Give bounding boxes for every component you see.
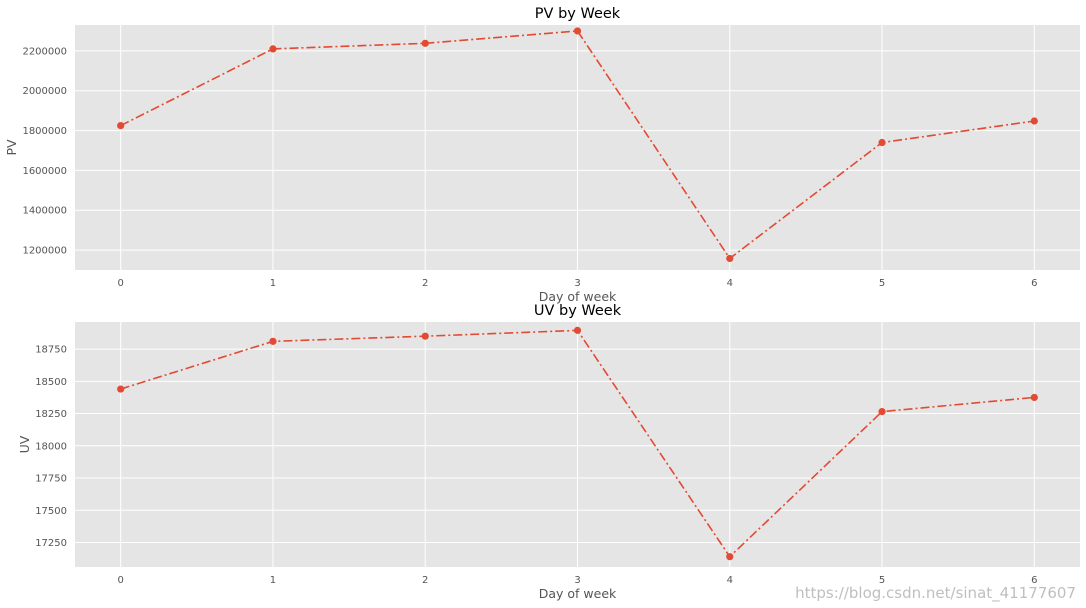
watermark-text: https://blog.csdn.net/sinat_41177607 — [795, 584, 1076, 602]
uv-data-point — [878, 408, 886, 416]
pv-x-tick-label: 4 — [727, 278, 733, 289]
pv-x-tick-label: 6 — [1031, 278, 1037, 289]
uv-data-point — [726, 553, 734, 561]
pv-y-tick-label: 2000000 — [22, 86, 67, 97]
uv-y-tick-label: 17750 — [35, 474, 67, 485]
pv-y-tick-label: 1200000 — [22, 246, 67, 257]
pv-y-axis-label: PV — [4, 139, 19, 156]
pv-data-point — [117, 121, 125, 130]
uv-x-tick-label: 1 — [270, 575, 276, 586]
uv-x-tick-label: 3 — [574, 575, 580, 586]
uv-y-tick-label: 18250 — [35, 409, 67, 420]
pv-x-tick-label: 2 — [422, 278, 428, 289]
uv-y-tick-label: 18500 — [35, 377, 67, 388]
uv-data-point — [269, 337, 277, 345]
pv-x-tick-label: 5 — [879, 278, 885, 289]
uv-y-tick-label: 17250 — [35, 538, 67, 549]
uv-chart-title: UV by Week — [534, 303, 622, 319]
pv-chart-panel: 0 1 2 3 4 5 6 1200000 1400000 1600000 1800000 20000… — [4, 6, 1080, 304]
pv-y-tick-label: 1800000 — [22, 126, 67, 137]
pv-x-axis-label: Day of week — [539, 289, 617, 304]
uv-x-tick-label: 2 — [422, 575, 428, 586]
uv-x-tick-label: 5 — [879, 575, 885, 586]
uv-x-tick-label: 6 — [1031, 575, 1037, 586]
pv-data-point — [726, 254, 734, 263]
pv-data-point — [1030, 117, 1038, 125]
pv-x-tick-label: 0 — [117, 278, 123, 289]
pv-x-tick-label: 3 — [574, 278, 580, 289]
uv-y-tick-label: 17500 — [35, 506, 67, 517]
uv-y-tick-label: 18750 — [35, 345, 67, 356]
uv-data-point — [117, 385, 125, 393]
pv-data-point — [421, 39, 429, 47]
pv-chart-title: PV by Week — [535, 6, 621, 22]
uv-data-point — [1030, 393, 1038, 402]
uv-data-point — [573, 326, 582, 334]
uv-x-axis-label: Day of week — [539, 586, 617, 601]
uv-y-tick-label: 18000 — [35, 441, 67, 452]
pv-data-point — [269, 45, 277, 53]
uv-chart-panel: 0 1 2 3 4 5 6 17250 17500 17750 18000 18250 18500 187… — [17, 303, 1080, 601]
pv-y-tick-label: 2200000 — [22, 46, 67, 57]
pv-y-tick-label: 1600000 — [22, 166, 67, 177]
uv-data-point — [421, 332, 429, 340]
uv-x-tick-label: 4 — [727, 575, 733, 586]
uv-y-axis-label: UV — [17, 435, 32, 453]
pv-data-point — [878, 138, 886, 147]
uv-x-tick-label: 0 — [117, 575, 123, 586]
pv-y-tick-label: 1400000 — [22, 206, 67, 217]
pv-x-tick-label: 1 — [270, 278, 276, 289]
pv-data-point — [573, 27, 582, 35]
